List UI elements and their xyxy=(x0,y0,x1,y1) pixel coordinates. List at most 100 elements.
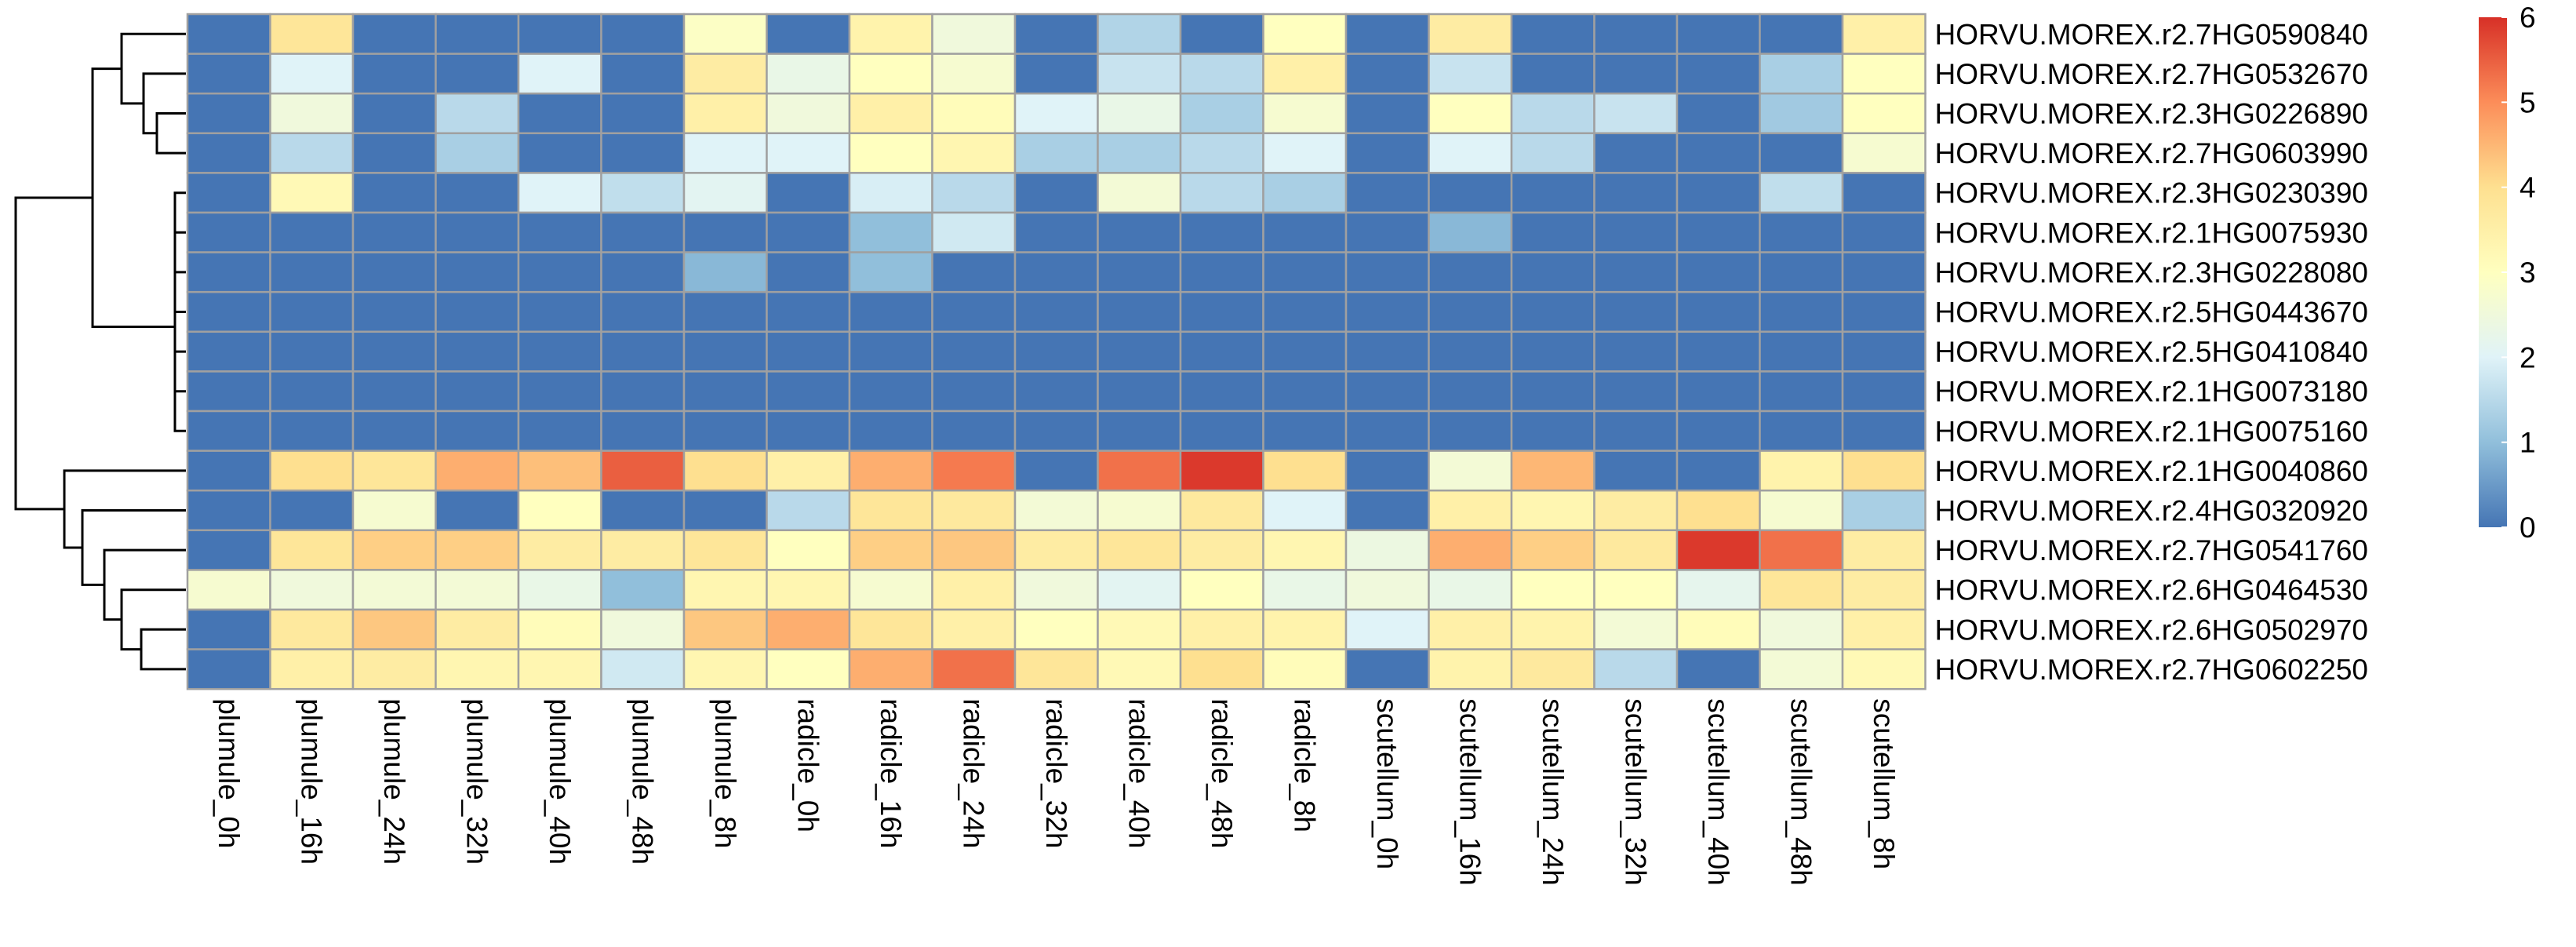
heatmap-cell xyxy=(600,330,686,373)
heatmap-cell xyxy=(1097,410,1182,452)
heatmap-cell xyxy=(1428,489,1513,532)
heatmap-cell xyxy=(600,370,686,413)
heatmap-cell xyxy=(1510,132,1595,174)
heatmap-cell xyxy=(682,529,768,571)
heatmap-cell xyxy=(1841,251,1927,293)
heatmap-cell xyxy=(766,529,851,571)
heatmap-cell xyxy=(1179,529,1264,571)
row-label: HORVU.MOREX.r2.7HG0532670 xyxy=(1935,58,2369,90)
heatmap-cell xyxy=(766,13,851,55)
heatmap-cell xyxy=(1428,92,1513,135)
heatmap-cell xyxy=(1510,648,1595,690)
heatmap-cell xyxy=(1344,450,1430,492)
heatmap-cell xyxy=(1013,53,1099,95)
heatmap-cell xyxy=(1841,172,1927,214)
heatmap-cell xyxy=(1675,529,1761,571)
heatmap-cell xyxy=(1759,172,1844,214)
heatmap-cell xyxy=(1179,489,1264,532)
heatmap-cell xyxy=(517,132,602,174)
heatmap-cell xyxy=(1013,211,1099,253)
heatmap-cell xyxy=(1179,172,1264,214)
row-label: HORVU.MOREX.r2.7HG0541760 xyxy=(1935,534,2369,566)
heatmap-cell xyxy=(1593,251,1679,293)
heatmap-cell xyxy=(269,450,355,492)
heatmap-cell xyxy=(1428,410,1513,452)
heatmap-cell xyxy=(1013,569,1099,611)
heatmap-cell xyxy=(1428,648,1513,690)
heatmap-cell xyxy=(1097,211,1182,253)
heatmap-cell xyxy=(931,330,1017,373)
row-label: HORVU.MOREX.r2.7HG0590840 xyxy=(1935,18,2369,50)
heatmap-cell xyxy=(682,569,768,611)
heatmap-cell xyxy=(186,529,271,571)
heatmap-cell xyxy=(1179,648,1264,690)
heatmap-cell xyxy=(682,251,768,293)
heatmap-cell xyxy=(766,330,851,373)
row-label: HORVU.MOREX.r2.3HG0230390 xyxy=(1935,177,2369,209)
heatmap-cell xyxy=(1841,648,1927,690)
heatmap-cell xyxy=(269,489,355,532)
heatmap-cell xyxy=(1510,92,1595,135)
heatmap-cell xyxy=(1593,211,1679,253)
row-labels: HORVU.MOREX.r2.7HG0590840 HORVU.MOREX.r2.… xyxy=(1935,18,2369,686)
heatmap-cell xyxy=(600,489,686,532)
heatmap-cell xyxy=(1428,330,1513,373)
heatmap-cell xyxy=(1593,648,1679,690)
heatmap-cell xyxy=(766,370,851,413)
heatmap-cell xyxy=(517,53,602,95)
heatmap-cell xyxy=(1179,370,1264,413)
heatmap-cell xyxy=(600,13,686,55)
heatmap-cell xyxy=(351,290,437,333)
heatmap-cell xyxy=(269,330,355,373)
heatmap-cell xyxy=(1759,370,1844,413)
row-label: HORVU.MOREX.r2.4HG0320920 xyxy=(1935,495,2369,527)
heatmap-cell xyxy=(1841,92,1927,135)
heatmap-cell xyxy=(517,330,602,373)
heatmap-cell xyxy=(351,330,437,373)
heatmap-cell xyxy=(600,529,686,571)
heatmap-cell xyxy=(1344,648,1430,690)
heatmap-cell xyxy=(766,92,851,135)
heatmap-cell xyxy=(931,53,1017,95)
heatmap-cell xyxy=(1759,489,1844,532)
heatmap-cell xyxy=(1262,529,1348,571)
column-label: scutellum_16h xyxy=(1454,698,1486,886)
heatmap-cell xyxy=(1841,132,1927,174)
heatmap-cell xyxy=(1262,450,1348,492)
heatmap-cell xyxy=(1841,410,1927,452)
legend-tick-label: 1 xyxy=(2520,427,2536,459)
heatmap-cell xyxy=(766,172,851,214)
column-label: radicle_8h xyxy=(1288,698,1320,832)
heatmap-cell xyxy=(600,450,686,492)
heatmap-cell xyxy=(1097,290,1182,333)
heatmap-cell xyxy=(351,450,437,492)
heatmap-cell xyxy=(435,53,520,95)
heatmap-cell xyxy=(1013,370,1099,413)
heatmap-cell xyxy=(186,410,271,452)
heatmap-cell xyxy=(269,608,355,650)
heatmap-cell xyxy=(1097,489,1182,532)
column-label: scutellum_32h xyxy=(1619,698,1651,886)
heatmap-cell xyxy=(186,53,271,95)
heatmap-cell xyxy=(600,53,686,95)
heatmap-cell xyxy=(1675,53,1761,95)
heatmap-cell xyxy=(600,132,686,174)
heatmap-cell xyxy=(931,172,1017,214)
heatmap-cell xyxy=(1759,410,1844,452)
heatmap-cell xyxy=(1262,330,1348,373)
heatmap-cell xyxy=(766,53,851,95)
heatmap-cell xyxy=(1428,132,1513,174)
heatmap-cell xyxy=(351,13,437,55)
heatmap-cell xyxy=(600,211,686,253)
heatmap-cell xyxy=(269,53,355,95)
heatmap-cell xyxy=(1593,450,1679,492)
heatmap-cell xyxy=(1344,489,1430,532)
heatmap-cell xyxy=(269,132,355,174)
heatmap-cell xyxy=(848,489,933,532)
heatmap-cell xyxy=(1344,13,1430,55)
heatmap-cell xyxy=(186,290,271,333)
heatmap-cell xyxy=(1013,290,1099,333)
legend-tick-label: 2 xyxy=(2520,341,2536,373)
heatmap-cell xyxy=(1013,330,1099,373)
heatmap-cell xyxy=(1428,13,1513,55)
